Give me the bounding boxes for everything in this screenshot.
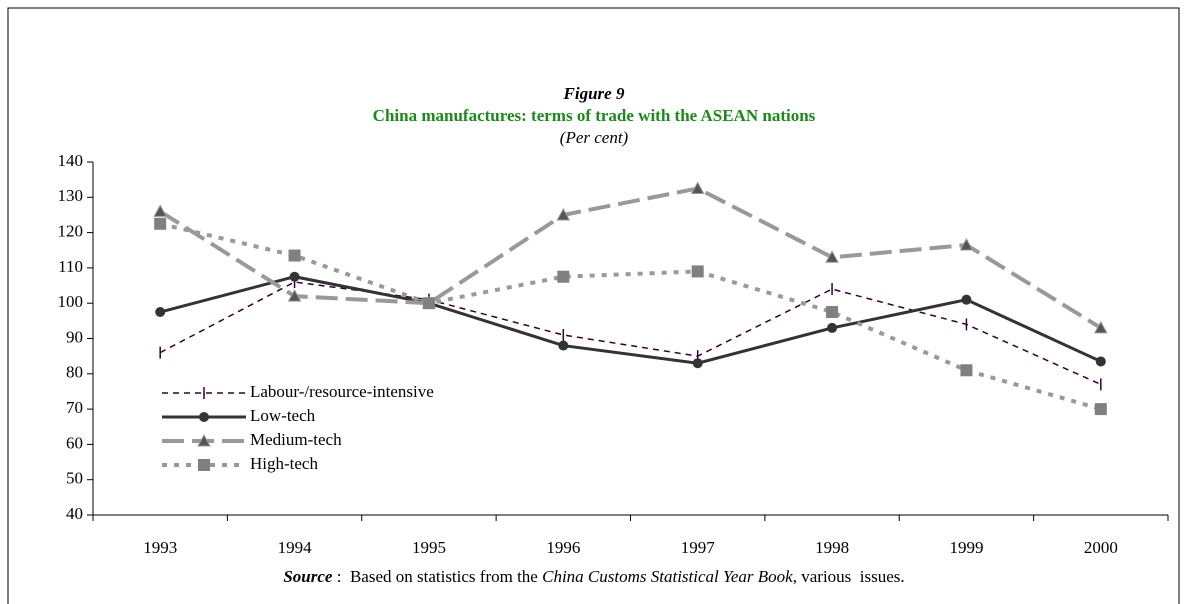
point-marker (557, 270, 570, 283)
x-tick-label: 1993 (143, 538, 177, 557)
point-marker (153, 204, 168, 217)
point-marker (825, 250, 839, 263)
point-marker (155, 307, 166, 318)
point-marker (1094, 403, 1107, 416)
point-marker (691, 265, 704, 278)
series-line (159, 281, 1102, 386)
unit-note: (Per cent) (560, 128, 629, 147)
legend-label: High-tech (250, 454, 318, 473)
x-tick-label: 1995 (412, 538, 446, 557)
point-marker (692, 358, 703, 369)
y-tick-label: 40 (66, 504, 83, 523)
y-tick-label: 50 (66, 469, 83, 488)
point-marker (199, 412, 209, 422)
x-tick-label: 1996 (546, 538, 580, 557)
y-tick-label: 80 (66, 363, 83, 382)
point-marker (287, 289, 302, 302)
source-text: , various issues. (793, 567, 905, 586)
legend-label: Medium-tech (250, 430, 342, 449)
point-marker (198, 459, 210, 471)
y-tick-label: 120 (58, 222, 84, 241)
chart-title: Figure 9 (563, 84, 625, 103)
source-book: China Customs Statistical Year Book (542, 567, 793, 586)
point-marker (556, 207, 571, 221)
point-marker (422, 297, 435, 310)
point-marker (827, 322, 838, 333)
y-tick-label: 90 (66, 327, 83, 346)
x-tick-label: 1997 (681, 538, 716, 557)
legend-label: Low-tech (250, 406, 316, 425)
point-marker (690, 181, 705, 194)
y-tick-label: 70 (66, 398, 83, 417)
series-line (159, 221, 1102, 412)
chart-subtitle: China manufactures: terms of trade with … (373, 106, 816, 125)
series-line (159, 186, 1102, 330)
frame (7, 7, 1180, 604)
y-tick-label: 100 (58, 292, 84, 311)
point-marker (960, 364, 973, 377)
point-marker (154, 217, 167, 230)
point-marker (558, 340, 569, 351)
x-tick-label: 1994 (278, 538, 313, 557)
point-marker (826, 306, 839, 319)
source-note: Source : Based on statistics from the Ch… (283, 567, 904, 586)
x-tick-label: 1998 (815, 538, 849, 557)
point-marker (1095, 356, 1106, 367)
y-tick-label: 110 (58, 257, 83, 276)
legend-label: Labour-/resource-intensive (250, 382, 434, 401)
source-label: Source (283, 567, 333, 586)
y-tick-label: 60 (66, 433, 83, 452)
series-line (159, 275, 1102, 365)
y-tick-label: 140 (58, 151, 84, 170)
point-marker (197, 433, 211, 447)
point-marker (959, 237, 974, 251)
x-tick-label: 1999 (949, 538, 983, 557)
point-marker (1093, 320, 1108, 334)
point-marker (288, 249, 301, 262)
point-marker (961, 294, 972, 305)
point-marker (289, 271, 300, 282)
x-tick-label: 2000 (1084, 538, 1118, 557)
source-text: : Based on statistics from the (332, 567, 542, 586)
y-tick-label: 130 (58, 186, 84, 205)
